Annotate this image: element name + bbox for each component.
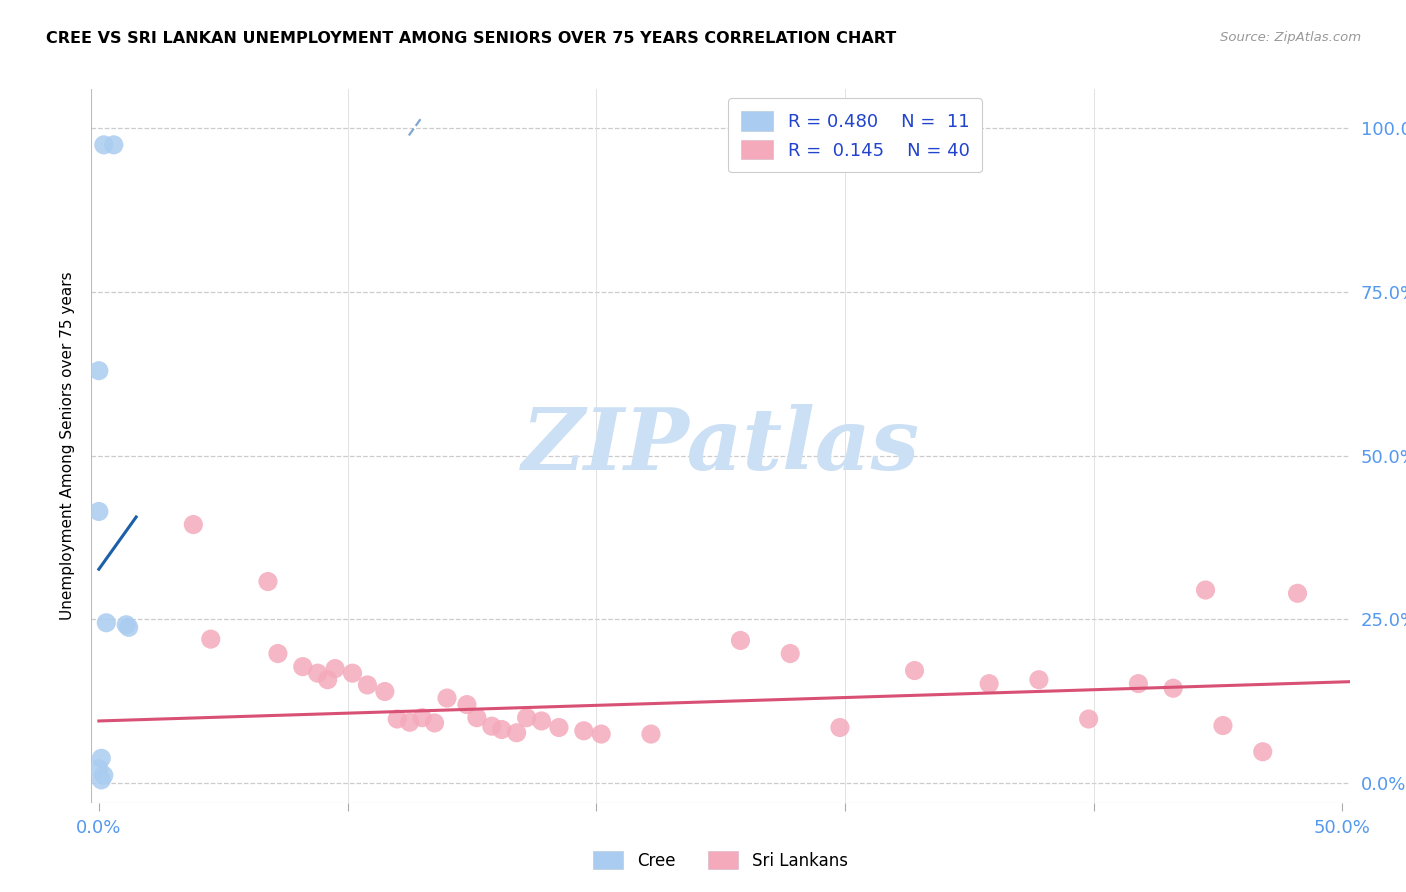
Point bbox=[516, 711, 538, 725]
Point bbox=[411, 711, 433, 725]
Text: Source: ZipAtlas.com: Source: ZipAtlas.com bbox=[1220, 31, 1361, 45]
Point bbox=[316, 673, 339, 687]
Point bbox=[387, 712, 409, 726]
Legend: Cree, Sri Lankans: Cree, Sri Lankans bbox=[586, 845, 855, 877]
Point bbox=[423, 715, 446, 730]
Point bbox=[979, 676, 1001, 690]
Point bbox=[465, 711, 488, 725]
Point bbox=[93, 137, 115, 152]
Text: CREE VS SRI LANKAN UNEMPLOYMENT AMONG SENIORS OVER 75 YEARS CORRELATION CHART: CREE VS SRI LANKAN UNEMPLOYMENT AMONG SE… bbox=[46, 31, 897, 46]
Point bbox=[307, 666, 329, 681]
Point bbox=[398, 715, 420, 730]
Point bbox=[903, 664, 925, 678]
Point bbox=[436, 691, 458, 706]
Point bbox=[90, 751, 112, 765]
Point bbox=[640, 727, 662, 741]
Point bbox=[118, 620, 141, 634]
Point bbox=[87, 762, 110, 776]
Point bbox=[456, 698, 478, 712]
Point bbox=[828, 721, 851, 735]
Point bbox=[115, 617, 138, 632]
Point bbox=[291, 659, 314, 673]
Point bbox=[1128, 676, 1150, 690]
Point bbox=[374, 684, 396, 698]
Point bbox=[342, 666, 364, 681]
Point bbox=[572, 723, 595, 738]
Point bbox=[183, 517, 205, 532]
Point bbox=[491, 723, 513, 737]
Point bbox=[87, 504, 110, 518]
Point bbox=[1212, 718, 1234, 732]
Point bbox=[103, 137, 125, 152]
Point bbox=[1161, 681, 1184, 696]
Point bbox=[591, 727, 613, 741]
Point bbox=[548, 721, 571, 735]
Point bbox=[1077, 712, 1099, 726]
Point bbox=[481, 719, 503, 733]
Y-axis label: Unemployment Among Seniors over 75 years: Unemployment Among Seniors over 75 years bbox=[60, 272, 76, 620]
Point bbox=[779, 647, 801, 661]
Point bbox=[530, 714, 553, 728]
Point bbox=[1251, 745, 1274, 759]
Point bbox=[730, 633, 752, 648]
Point bbox=[505, 725, 527, 739]
Point bbox=[1028, 673, 1050, 687]
Point bbox=[1286, 586, 1309, 600]
Point bbox=[323, 662, 346, 676]
Point bbox=[257, 574, 280, 589]
Point bbox=[356, 678, 378, 692]
Point bbox=[1194, 582, 1216, 597]
Point bbox=[200, 632, 222, 647]
Point bbox=[96, 615, 118, 630]
Text: ZIPatlas: ZIPatlas bbox=[522, 404, 920, 488]
Point bbox=[93, 768, 115, 782]
Point bbox=[90, 772, 112, 787]
Point bbox=[267, 647, 290, 661]
Point bbox=[87, 364, 110, 378]
